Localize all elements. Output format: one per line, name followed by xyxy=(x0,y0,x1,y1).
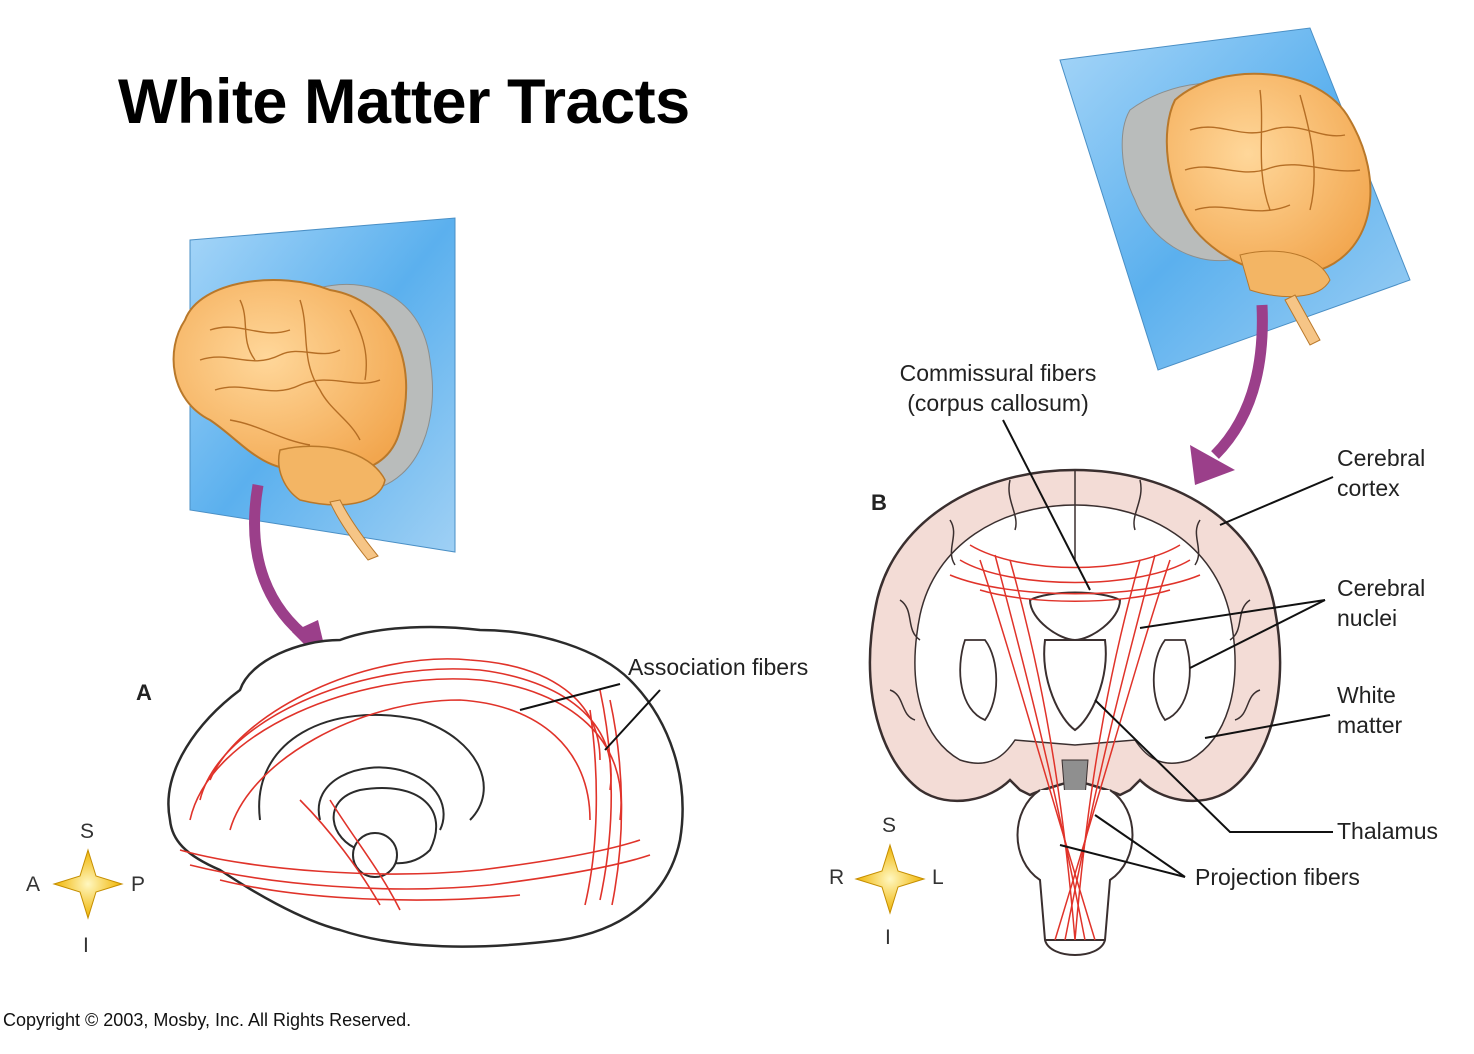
label-nuclei-line1: Cerebral xyxy=(1337,575,1426,601)
compass-a-superior: S xyxy=(80,820,95,843)
label-commissural-fibers: Commissural fibers (corpus callosum) xyxy=(880,358,1116,418)
compass-a-posterior: P xyxy=(131,873,146,896)
compass-b-superior: S xyxy=(882,814,897,837)
projection-fibers xyxy=(979,554,1171,941)
label-leader-lines xyxy=(1002,419,1334,878)
sagittal-plane-brain xyxy=(172,217,456,561)
compass-a xyxy=(52,848,124,920)
arrow-b xyxy=(1211,304,1268,459)
label-white-line2: matter xyxy=(1337,712,1403,738)
label-cerebral-cortex: Cerebral cortex xyxy=(1337,443,1425,503)
label-cortex-line2: cortex xyxy=(1337,475,1400,501)
compass-a-inferior: I xyxy=(83,934,89,957)
compass-a-anterior: A xyxy=(26,873,41,896)
label-cerebral-nuclei: Cerebral nuclei xyxy=(1337,573,1425,633)
label-projection-fibers: Projection fibers xyxy=(1195,864,1360,890)
label-commissural-line1: Commissural fibers xyxy=(899,360,1097,386)
commissural-fibers xyxy=(949,544,1201,602)
compass-b-right: R xyxy=(829,866,845,889)
association-fibers xyxy=(179,658,651,911)
coronal-section xyxy=(868,468,1282,956)
sagittal-brain-outline xyxy=(167,625,684,948)
label-white-line1: White xyxy=(1337,682,1396,708)
label-white-matter: White matter xyxy=(1337,680,1402,740)
label-commissural-line2: (corpus callosum) xyxy=(907,390,1089,416)
copyright-notice: Copyright © 2003, Mosby, Inc. All Rights… xyxy=(3,1010,412,1030)
label-thalamus: Thalamus xyxy=(1337,818,1438,844)
label-cortex-line1: Cerebral xyxy=(1337,445,1426,471)
coronal-plane-brain xyxy=(1059,27,1411,371)
association-leader-lines xyxy=(519,683,661,751)
label-nuclei-line2: nuclei xyxy=(1337,605,1398,631)
compass-b-left: L xyxy=(932,866,944,889)
panel-b-letter: B xyxy=(871,490,887,515)
panel-a-letter: A xyxy=(136,680,152,705)
compass-b xyxy=(854,843,926,915)
compass-b-inferior: I xyxy=(885,926,891,949)
arrow-a xyxy=(249,484,314,645)
page-title: White Matter Tracts xyxy=(118,67,690,137)
label-association-fibers: Association fibers xyxy=(628,654,809,680)
